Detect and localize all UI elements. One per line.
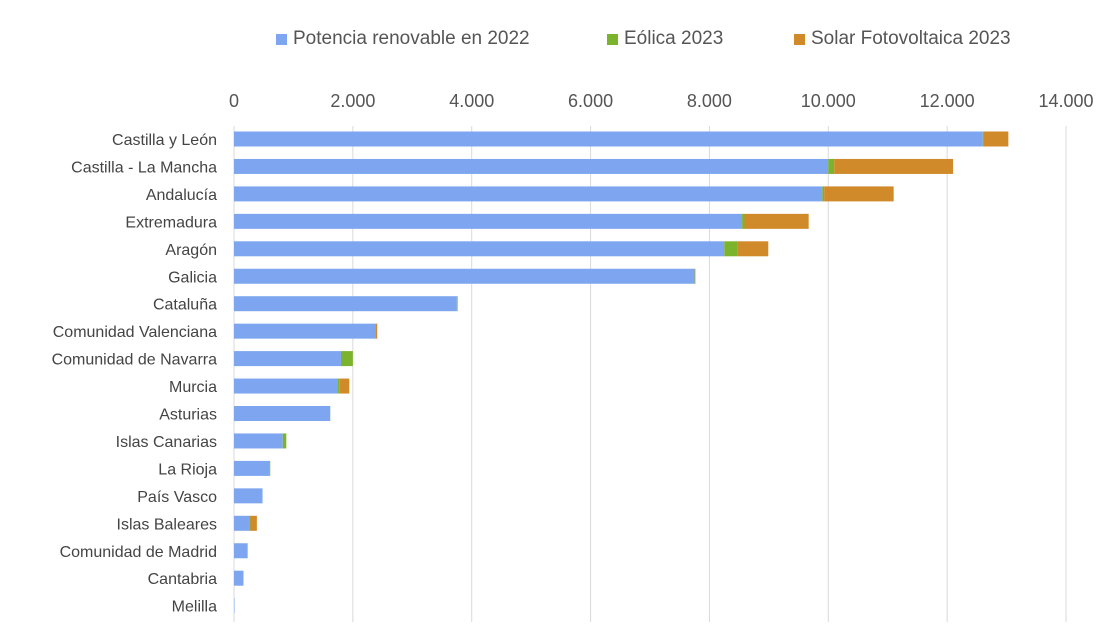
y-tick-label: Castilla y León xyxy=(112,132,217,149)
y-tick-label: Cantabria xyxy=(148,571,217,588)
bar-segment xyxy=(375,323,376,339)
bar-segment xyxy=(234,351,341,367)
y-tick-label: Comunidad de Madrid xyxy=(60,544,217,561)
bar-segment xyxy=(234,323,376,339)
bar-segment xyxy=(234,131,983,147)
y-tick-label: Melilla xyxy=(172,599,217,616)
y-tick-label: Extremadura xyxy=(125,214,217,231)
x-tick-label: 0 xyxy=(229,91,239,111)
bar-segment xyxy=(744,213,809,229)
x-tick-label: 10.000 xyxy=(801,91,856,111)
bar-segment xyxy=(234,543,248,559)
bar-segment xyxy=(234,213,743,229)
x-tick-label: 14.000 xyxy=(1038,91,1093,111)
bar-segment xyxy=(742,213,745,229)
bar-segment xyxy=(234,268,695,284)
y-tick-label: Asturias xyxy=(159,407,217,424)
x-tick-label: 6.000 xyxy=(568,91,613,111)
legend-label-solar-2023: Solar Fotovoltaica 2023 xyxy=(811,28,1011,49)
bar-segment xyxy=(340,351,353,367)
bar-segment xyxy=(234,460,270,476)
bar-segment xyxy=(457,296,458,312)
bar-segment xyxy=(694,268,696,284)
bar-segment xyxy=(822,186,825,202)
x-tick-label: 12.000 xyxy=(920,91,975,111)
bar-segment xyxy=(234,158,829,174)
x-tick-label: 2.000 xyxy=(330,91,375,111)
bar-segment xyxy=(234,241,725,257)
bar-segment xyxy=(234,186,823,202)
legend-swatch-solar-2023 xyxy=(794,33,805,45)
y-tick-label: Islas Baleares xyxy=(117,516,218,533)
y-tick-label: Murcia xyxy=(169,379,217,396)
bar-segment xyxy=(982,131,984,147)
x-tick-label: 8.000 xyxy=(687,91,732,111)
bar-segment xyxy=(983,131,1009,147)
bar-segment xyxy=(724,241,738,257)
y-tick-label: Comunidad Valenciana xyxy=(53,324,217,341)
legend-swatch-renewable-2022 xyxy=(276,33,287,45)
bar-segment xyxy=(737,241,769,257)
bar-segment xyxy=(234,570,244,586)
bar-segment xyxy=(282,433,287,449)
bar-segment xyxy=(234,296,457,312)
bar-segment xyxy=(234,378,338,394)
y-tick-label: Castilla - La Mancha xyxy=(71,159,217,176)
bar-segment xyxy=(234,488,263,504)
bar-segment xyxy=(456,296,458,312)
bar-segment xyxy=(234,433,283,449)
legend-item-renewable-2022: Potencia renovable en 2022 xyxy=(276,28,530,50)
bar-segment xyxy=(338,378,340,394)
bar-segment xyxy=(234,598,235,614)
bar-segment xyxy=(824,186,894,202)
y-tick-label: Aragón xyxy=(165,242,217,259)
bar-segment xyxy=(234,406,331,421)
legend-item-wind-2023: Eólica 2023 xyxy=(607,28,723,50)
legend: Potencia renovable en 2022 Eólica 2023 S… xyxy=(0,28,1103,56)
bar-segment xyxy=(339,378,350,394)
bar-segment xyxy=(269,460,271,476)
legend-label-wind-2023: Eólica 2023 xyxy=(624,28,724,49)
legend-swatch-wind-2023 xyxy=(607,33,618,45)
y-tick-label: Islas Canarias xyxy=(116,434,217,451)
x-tick-label: 4.000 xyxy=(449,91,494,111)
bar-segment xyxy=(694,268,696,284)
bar-segment xyxy=(250,515,257,531)
y-tick-label: Comunidad de Navarra xyxy=(52,352,218,369)
y-tick-label: Galicia xyxy=(168,269,217,286)
bar-segment xyxy=(834,158,954,174)
legend-label-renewable-2022: Potencia renovable en 2022 xyxy=(293,28,530,49)
bar-segment xyxy=(250,515,251,531)
y-tick-label: Cataluña xyxy=(153,297,217,314)
bar-segment xyxy=(234,515,251,531)
legend-item-solar-2023: Solar Fotovoltaica 2023 xyxy=(794,28,1011,50)
y-tick-label: País Vasco xyxy=(137,489,217,506)
bar-segment xyxy=(375,323,378,339)
y-tick-label: La Rioja xyxy=(158,461,217,478)
bar-segment xyxy=(828,158,835,174)
y-tick-label: Andalucía xyxy=(146,187,217,204)
